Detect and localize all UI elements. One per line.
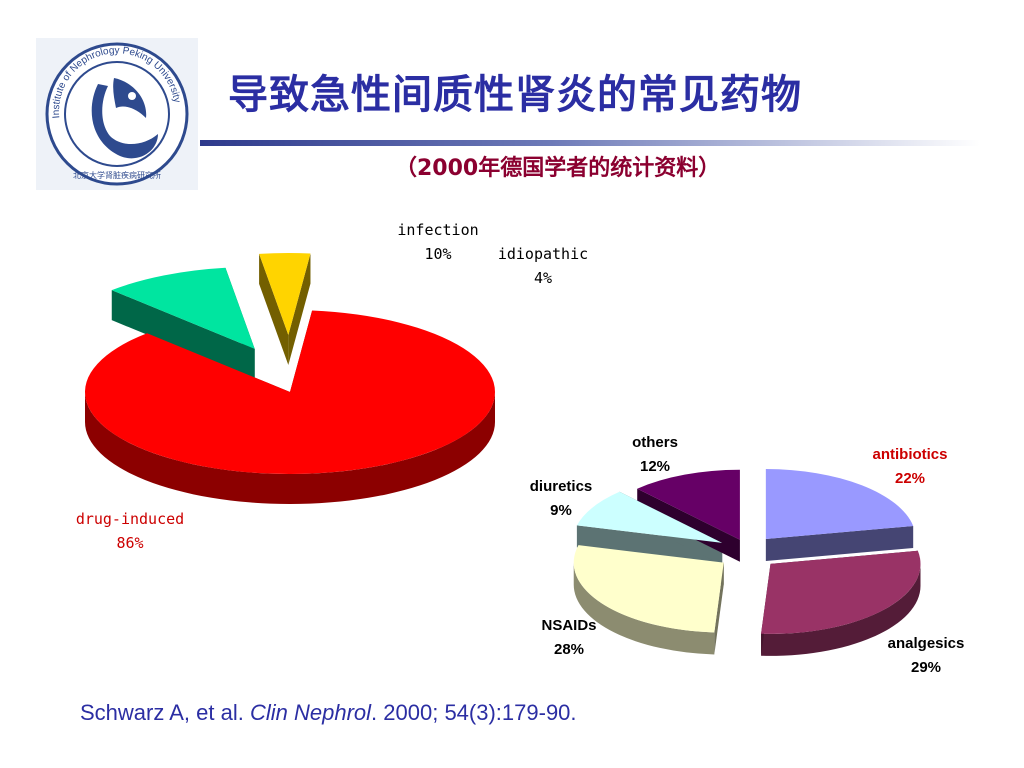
pie-slice-antibiotics: [765, 469, 914, 540]
title-divider: [200, 140, 980, 146]
slice-label: infection: [397, 221, 478, 239]
slice-label: NSAIDs: [541, 617, 596, 634]
slice-label: drug-induced: [76, 510, 184, 528]
pie-slice-diuretics: [576, 491, 723, 543]
pie-slice-analgesics: [761, 550, 921, 634]
slice-percent-label: 22%: [895, 470, 925, 487]
institute-logo: Institute of Nephrology Peking Universit…: [36, 38, 198, 190]
citation-authors: Schwarz A, et al.: [80, 700, 244, 725]
pie-slice-edge: [714, 562, 724, 655]
slice-percent-label: 29%: [911, 659, 941, 676]
slice-percent-label: 4%: [534, 269, 552, 287]
pie-slice-idiopathic: [259, 253, 311, 336]
drug-class-pie-chart: antibiotics 22% analgesics 29% NSAIDs 28% diur…: [530, 434, 965, 676]
citation-journal: Clin Nephrol: [249, 700, 372, 725]
slice-label: diuretics: [530, 478, 593, 495]
dove-logo-icon: Institute of Nephrology Peking Universit…: [36, 38, 198, 190]
slice-label: analgesics: [888, 635, 965, 652]
slice-label: antibiotics: [872, 446, 947, 463]
pie-slice-others: [637, 469, 740, 540]
pie-slice-side: [761, 563, 921, 656]
citation: Schwarz A, et al. Clin Nephrol. 2000; 54…: [80, 700, 577, 726]
pie-slice-nsaids: [573, 545, 724, 633]
cause-pie-chart: drug-induced 86% infection 10% idiopathic 4%: [76, 221, 588, 552]
pie-slice-side: [85, 392, 495, 504]
pie-slice-edge: [111, 290, 255, 379]
page-subtitle: （2000年德国学者的统计资料）: [395, 156, 721, 181]
pie-slice-edge: [765, 525, 914, 562]
citation-details: . 2000; 54(3):179-90.: [371, 700, 577, 725]
slice-percent-label: 86%: [116, 534, 143, 552]
slice-percent-label: 9%: [550, 502, 572, 519]
slice-percent-label: 10%: [424, 245, 451, 263]
pie-slice-edge: [576, 525, 723, 565]
pie-slice-edge: [259, 253, 289, 366]
slice-percent-label: 12%: [640, 458, 670, 475]
slice-label: idiopathic: [498, 245, 588, 263]
pie-slice-edge: [637, 488, 740, 562]
pie-slice-drug-induced: [84, 310, 495, 474]
page-title: 导致急性间质性肾炎的常见药物: [228, 72, 802, 118]
pie-slice-edge: [288, 253, 311, 366]
logo-bottom-text: 北京大学肾脏疾病研究所: [73, 170, 161, 180]
pie-slice-infection: [111, 267, 255, 349]
pie-slice-side: [573, 562, 715, 655]
slice-percent-label: 28%: [554, 641, 584, 658]
slice-label: others: [632, 434, 678, 451]
